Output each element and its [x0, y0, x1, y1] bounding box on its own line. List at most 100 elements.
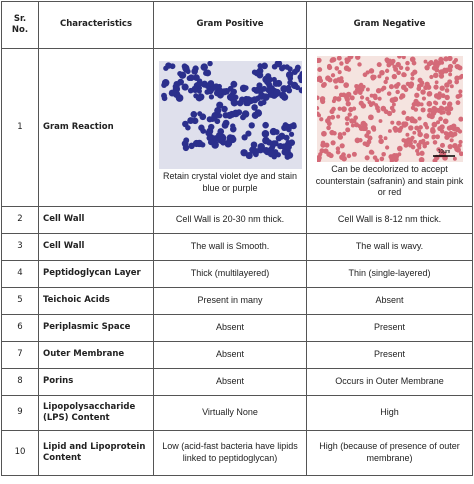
- cell: [363, 133, 369, 138]
- cell: [370, 125, 376, 131]
- cell: [329, 114, 335, 120]
- cell: [239, 114, 246, 121]
- cell: [401, 55, 406, 60]
- cell: [356, 62, 362, 67]
- cell: [380, 151, 386, 157]
- cell: [367, 114, 374, 121]
- scale-label: 10µm: [437, 149, 450, 155]
- cell: [323, 142, 329, 148]
- cell: [428, 113, 435, 120]
- cell: [424, 125, 429, 130]
- cell: [443, 68, 449, 74]
- cell: [426, 107, 432, 113]
- row: 10 Lipid and Lipoprotein Content Low (acid…: [1, 430, 473, 476]
- cell: 10: [1, 430, 39, 476]
- cell: [384, 68, 389, 73]
- cell: [228, 91, 236, 98]
- cell: [354, 137, 360, 144]
- cell: Cell Wall: [38, 233, 154, 261]
- cell: [260, 99, 267, 105]
- cell: [244, 130, 251, 137]
- cell: [366, 100, 372, 105]
- cell: [450, 123, 456, 129]
- cell: [443, 106, 450, 112]
- cell: 3: [1, 233, 39, 261]
- cell: [422, 121, 428, 127]
- cell: [388, 84, 394, 90]
- cell: [239, 148, 248, 157]
- cell: [435, 120, 440, 125]
- cell: [384, 145, 389, 150]
- cell: [242, 85, 249, 91]
- cell: [394, 89, 400, 95]
- cell: [342, 82, 349, 88]
- cell: [181, 83, 189, 91]
- cell: [256, 62, 263, 69]
- cell: [446, 102, 451, 108]
- cell: [256, 71, 263, 79]
- cell: [187, 87, 194, 94]
- cell: [362, 122, 368, 128]
- cell: [169, 89, 176, 96]
- cell: [235, 109, 242, 116]
- cell: [364, 155, 370, 161]
- cell: Lipid and Lipoprotein Content: [38, 430, 154, 476]
- header-cell: Sr. No.: [1, 1, 39, 49]
- cell: [423, 59, 427, 64]
- cell: [459, 73, 463, 79]
- cell: [230, 98, 238, 107]
- cell: [369, 74, 375, 80]
- cell: [391, 102, 396, 107]
- row: 9 Lipopolysaccharide (LPS) Content Virtual…: [1, 395, 473, 431]
- cell: [316, 95, 320, 101]
- cell: [416, 116, 422, 121]
- cell: [285, 70, 293, 79]
- cell: [195, 94, 203, 102]
- cell: [382, 79, 388, 85]
- cell: [349, 95, 355, 101]
- cell: [428, 74, 433, 80]
- cell: [452, 156, 457, 161]
- cell: [354, 55, 360, 60]
- cell: Absent: [306, 287, 473, 315]
- cell: [423, 133, 429, 139]
- cell: [346, 153, 351, 159]
- header-row: Sr. No. Characteristics Gram Positive Gram …: [1, 1, 473, 49]
- cell: [248, 122, 255, 129]
- micrograph: 10µm: [316, 55, 463, 162]
- cell: [344, 116, 350, 122]
- cell: [387, 129, 392, 133]
- cell: [385, 62, 391, 68]
- cell: [316, 111, 320, 117]
- cell: [335, 77, 341, 83]
- cell: [378, 69, 385, 76]
- cell: [161, 78, 169, 87]
- cell: [186, 116, 194, 124]
- cell: 1: [1, 48, 39, 207]
- cell: Thick (multilayered): [153, 260, 307, 288]
- row: 3 Cell Wall The wall is Smooth. The wall is…: [1, 233, 473, 261]
- cell: Present: [306, 341, 473, 369]
- cell: [453, 146, 460, 152]
- cell: [449, 138, 454, 143]
- cell: [442, 118, 449, 125]
- cell: [434, 134, 440, 140]
- cell: [346, 112, 352, 117]
- cell: [396, 145, 403, 152]
- cell: [319, 96, 325, 102]
- cell: [272, 88, 281, 97]
- cell: [195, 139, 203, 147]
- cell: [416, 129, 421, 134]
- cell: [335, 149, 340, 155]
- cell: [458, 151, 463, 157]
- cell: [256, 142, 265, 151]
- cell: [250, 141, 257, 148]
- cell: Absent: [153, 341, 307, 369]
- cell: [250, 86, 257, 92]
- cell: [433, 64, 438, 69]
- cell: [375, 108, 380, 113]
- cell: Cell Wall: [38, 206, 154, 234]
- cell: [457, 89, 462, 94]
- cell: [343, 65, 350, 72]
- cell: [377, 138, 384, 145]
